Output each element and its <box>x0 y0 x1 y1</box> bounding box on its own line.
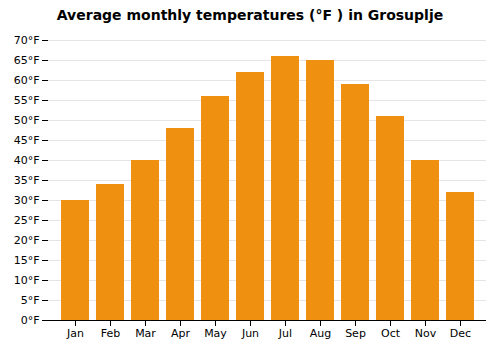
svg-text:60°F: 60°F <box>14 74 40 87</box>
svg-text:10°F: 10°F <box>14 274 40 287</box>
svg-text:15°F: 15°F <box>14 254 40 267</box>
svg-text:Feb: Feb <box>101 327 120 340</box>
svg-text:50°F: 50°F <box>14 114 40 127</box>
svg-text:0°F: 0°F <box>21 314 40 327</box>
html-text:Average monthly temperatures (: Average monthly temperatures (°F ) in Gr… <box>56 7 444 23</box>
svg-text:Oct: Oct <box>381 327 401 340</box>
svg-text:Aug: Aug <box>310 327 331 340</box>
svg-text:20°F: 20°F <box>14 234 40 247</box>
svg-text:35°F: 35°F <box>14 174 40 187</box>
svg-text:65°F: 65°F <box>14 54 40 67</box>
svg-text:Sep: Sep <box>345 327 366 340</box>
svg-text:Nov: Nov <box>415 327 437 340</box>
svg-text:5°F: 5°F <box>21 294 40 307</box>
svg-text:25°F: 25°F <box>14 214 40 227</box>
svg-text:55°F: 55°F <box>14 94 40 107</box>
svg-text:45°F: 45°F <box>14 134 40 147</box>
svg-text:Jan: Jan <box>66 327 84 340</box>
svg-text:70°F: 70°F <box>14 34 40 47</box>
svg-text:Mar: Mar <box>135 327 156 340</box>
svg-text:Dec: Dec <box>450 327 471 340</box>
svg-text:40°F: 40°F <box>14 154 40 167</box>
svg-text:May: May <box>204 327 227 340</box>
svg-text:Jun: Jun <box>241 327 259 340</box>
svg-text:Jul: Jul <box>278 327 292 340</box>
svg-text:30°F: 30°F <box>14 194 40 207</box>
svg-text:Apr: Apr <box>171 327 191 340</box>
